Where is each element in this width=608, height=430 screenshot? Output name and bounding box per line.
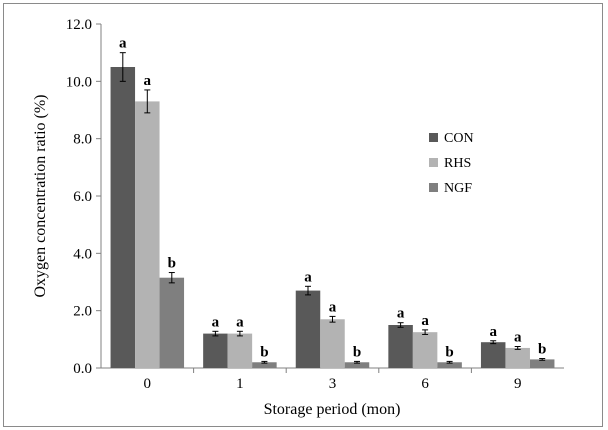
- legend-label-rhs: RHS: [444, 156, 471, 171]
- x-tick-label: 1: [236, 376, 244, 392]
- legend: CON RHS NGF: [429, 131, 474, 196]
- bar-con: [388, 325, 413, 368]
- significance-label: b: [538, 342, 546, 358]
- significance-label: a: [329, 299, 337, 315]
- significance-label: b: [260, 344, 268, 360]
- significance-label: a: [304, 269, 312, 285]
- y-tick-label: 12.0: [66, 17, 92, 33]
- y-tick-label: 2.0: [73, 304, 92, 320]
- x-axis-title: Storage period (mon): [264, 401, 401, 418]
- x-tick-label: 0: [144, 376, 152, 392]
- y-tick-label: 4.0: [73, 246, 92, 262]
- significance-label: a: [421, 313, 429, 329]
- significance-label: a: [489, 324, 497, 340]
- bar-rhs: [227, 333, 253, 368]
- legend-label-ngf: NGF: [444, 181, 472, 196]
- legend-label-con: CON: [444, 131, 474, 146]
- y-tick-label: 6.0: [73, 189, 92, 205]
- significance-label: a: [236, 314, 244, 330]
- bar-rhs: [505, 347, 530, 368]
- significance-label: b: [168, 256, 176, 272]
- bar-con: [110, 67, 136, 368]
- bar-con: [203, 333, 228, 368]
- legend-swatch-ngf: [429, 183, 438, 192]
- significance-label: b: [353, 344, 361, 360]
- significance-label: a: [397, 306, 405, 322]
- bar-rhs: [320, 319, 345, 368]
- bar-ngf: [529, 359, 555, 368]
- bar-con: [295, 290, 321, 368]
- legend-swatch-con: [429, 133, 438, 142]
- y-tick-label: 10.0: [66, 74, 92, 90]
- bar-ngf: [252, 362, 277, 368]
- significance-label: b: [445, 344, 453, 360]
- x-ticks: 0 1 3 6 9: [144, 368, 522, 392]
- x-tick-label: 9: [514, 376, 522, 392]
- y-ticks: 0.0 2.0 4.0 6.0 8.0 10.0 12.0: [66, 17, 101, 377]
- significance-label: a: [514, 330, 522, 346]
- bar-con: [480, 342, 506, 368]
- bar-rhs: [135, 101, 160, 369]
- y-tick-label: 0.0: [73, 361, 92, 377]
- bar-ngf: [159, 277, 185, 368]
- x-tick-label: 3: [329, 376, 337, 392]
- legend-swatch-rhs: [429, 158, 438, 167]
- significance-label: a: [212, 314, 220, 330]
- bar-ngf: [437, 362, 462, 368]
- bar-ngf: [344, 362, 370, 368]
- y-tick-label: 8.0: [73, 132, 92, 148]
- significance-label: a: [119, 36, 127, 52]
- x-tick-label: 6: [421, 376, 429, 392]
- y-axis-title: Oxygen concentration ratio (%): [32, 94, 49, 297]
- significance-label: a: [144, 73, 152, 89]
- bar-rhs: [412, 332, 438, 368]
